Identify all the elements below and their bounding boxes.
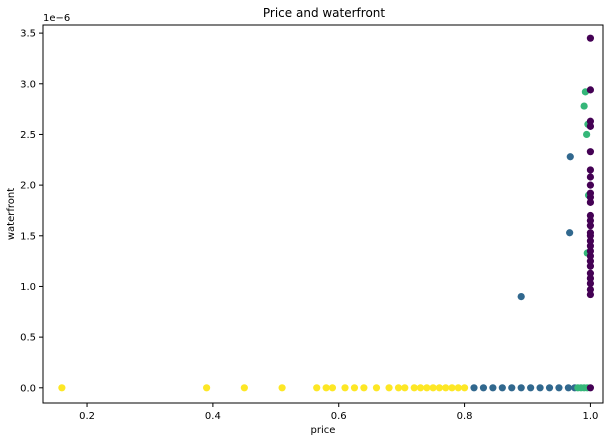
data-point: [586, 181, 595, 189]
data-point: [586, 34, 595, 42]
data-point: [566, 229, 574, 237]
x-tick-label: 1.0: [582, 411, 598, 422]
data-point: [527, 384, 535, 392]
data-point: [394, 384, 403, 392]
data-point: [586, 262, 595, 270]
data-point: [341, 384, 349, 392]
data-point: [586, 290, 595, 299]
data-point: [454, 384, 462, 392]
y-tick-label: 3.5: [20, 29, 36, 40]
data-point: [586, 222, 595, 230]
data-point: [586, 237, 595, 245]
data-point: [586, 279, 595, 288]
data-point: [580, 102, 588, 110]
data-point: [517, 384, 525, 392]
data-point: [401, 384, 409, 392]
data-point: [586, 274, 595, 282]
data-point: [586, 148, 595, 156]
y-tick-label: 3.0: [20, 79, 36, 90]
data-point: [564, 384, 572, 392]
data-point: [586, 216, 595, 225]
y-tick-label: 2.5: [20, 130, 36, 141]
y-axis-label: waterfront: [6, 188, 17, 240]
data-point: [586, 211, 595, 220]
x-ticks-layer: 0.2 0.4 0.6 0.8 1.0: [79, 403, 598, 422]
data-point: [586, 198, 595, 206]
data-point: [360, 384, 368, 392]
data-point: [278, 384, 286, 392]
data-point: [586, 173, 595, 181]
chart-title: Price and waterfront: [263, 6, 386, 20]
data-point: [536, 384, 544, 392]
y-axis-offset-label: 1e−6: [43, 13, 70, 24]
y-tick-label: 0.0: [20, 383, 36, 394]
data-point: [460, 384, 469, 392]
data-point: [586, 189, 595, 197]
data-point: [470, 384, 478, 392]
data-point: [385, 384, 393, 392]
data-point: [586, 117, 595, 125]
data-point: [586, 86, 595, 94]
data-point: [350, 384, 359, 392]
data-point: [586, 242, 595, 250]
data-point: [517, 292, 525, 301]
y-tick-label: 2.0: [20, 181, 36, 192]
data-point: [416, 384, 425, 392]
data-point: [489, 384, 497, 392]
data-point: [240, 384, 248, 392]
data-point: [508, 384, 516, 392]
data-point: [313, 384, 321, 392]
data-point: [586, 384, 595, 392]
x-tick-label: 0.8: [457, 411, 473, 422]
data-point: [448, 384, 456, 392]
data-point: [586, 247, 595, 255]
data-point: [586, 229, 595, 237]
y-tick-label: 1.5: [20, 231, 36, 242]
data-point: [555, 384, 563, 392]
data-point: [435, 384, 443, 392]
data-point: [479, 384, 488, 392]
data-point: [372, 384, 381, 392]
data-point: [410, 384, 418, 392]
data-point: [328, 384, 337, 392]
data-point: [583, 130, 591, 139]
y-tick-label: 1.0: [20, 282, 36, 293]
y-tick-label: 0.5: [20, 333, 36, 344]
data-point: [586, 257, 595, 265]
points-layer: [58, 34, 595, 392]
data-point: [586, 166, 595, 174]
data-point: [203, 384, 211, 392]
y-ticks-layer: 0.0 0.5 1.0 1.5 2.0 2.5 3.0 3.5: [20, 29, 43, 394]
data-point: [423, 384, 431, 392]
data-point: [322, 384, 330, 392]
data-point: [442, 384, 450, 392]
x-tick-label: 0.6: [331, 411, 347, 422]
x-tick-label: 0.4: [205, 411, 221, 422]
data-point: [498, 384, 506, 392]
data-point: [586, 269, 595, 277]
data-point: [586, 285, 595, 294]
data-point: [545, 384, 554, 392]
plot-frame: [42, 24, 604, 404]
data-point: [429, 384, 437, 392]
x-tick-label: 0.2: [79, 411, 95, 422]
x-axis-label: price: [311, 425, 336, 436]
data-point: [566, 153, 574, 161]
data-point: [586, 252, 595, 260]
data-point: [586, 122, 595, 130]
data-point: [58, 384, 66, 392]
